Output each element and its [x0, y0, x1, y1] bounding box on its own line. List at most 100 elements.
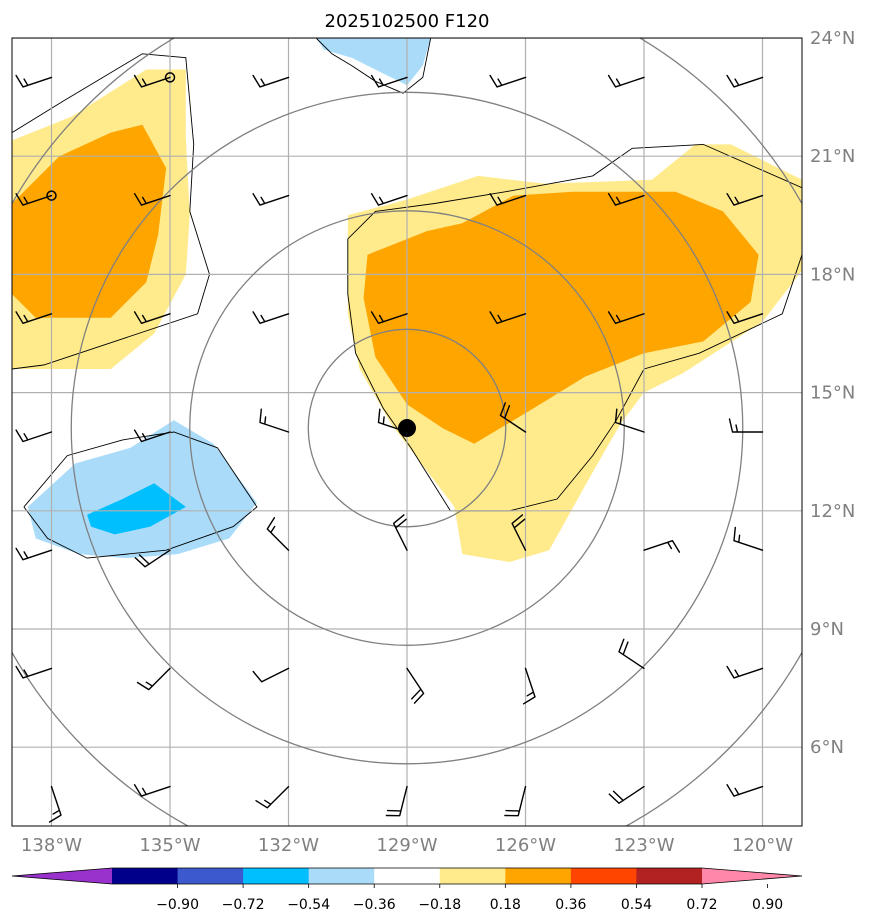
longitude-label: 120°W: [732, 835, 793, 856]
wind-barb: [489, 311, 527, 324]
wind-barb: [618, 638, 645, 670]
wind-barb: [406, 667, 425, 704]
wind-barb: [511, 514, 527, 551]
colorbar-tick-label: 0.90: [752, 897, 783, 913]
wind-barb: [504, 785, 527, 817]
colorbar-segment: [308, 868, 375, 884]
colorbar-tick-label: −0.36: [353, 897, 396, 913]
colorbar: −0.90 −0.72 −0.54 −0.36 −0.18 0.18 0.36 0.54 0.7…: [11, 867, 803, 913]
colorbar-tick-label: 0.54: [621, 897, 652, 913]
wind-barb: [252, 193, 290, 206]
wind-barb: [133, 193, 171, 206]
wind-barb: [726, 193, 764, 206]
range-ring: [70, 91, 744, 765]
wind-barb: [255, 785, 290, 809]
contour-line: [23, 431, 258, 559]
wind-barb: [15, 311, 53, 324]
wind-barb: [522, 667, 536, 705]
wind-barb: [614, 408, 645, 433]
wind-barb: [489, 193, 527, 206]
colorbar-tick-label: −0.72: [222, 897, 265, 913]
longitude-label: 132°W: [258, 835, 319, 856]
wind-barb: [259, 408, 290, 433]
field-east-positive-inner: [363, 191, 759, 444]
latitude-label: 15°N: [810, 383, 855, 404]
colorbar-segment: [505, 868, 572, 884]
colorbar-segment: [177, 868, 244, 884]
wind-barb: [370, 311, 408, 324]
colorbar-extend-high: [702, 868, 802, 884]
anomaly-fill-layer: [12, 38, 802, 562]
wind-barb: [370, 193, 408, 206]
wind-barb: [728, 418, 764, 433]
wind-barb: [370, 74, 408, 88]
wind-barb: [133, 429, 171, 443]
small-circle-marker: [46, 190, 57, 201]
latitude-label: 24°N: [810, 28, 855, 49]
wind-barb: [607, 311, 645, 324]
longitude-label: 138°W: [21, 835, 82, 856]
colorbar-segment: [636, 868, 703, 884]
wind-barb: [15, 429, 53, 443]
wind-barb: [489, 74, 527, 88]
wind-barb: [134, 549, 171, 568]
colorbar-segment: [112, 868, 179, 884]
wind-barb: [607, 74, 645, 88]
map-title: 2025102500 F120: [325, 11, 490, 32]
colorbar-tick-label: −0.54: [287, 897, 330, 913]
small-circle-marker: [164, 72, 176, 83]
markers: [46, 72, 416, 438]
colorbar-segment: [374, 868, 441, 884]
wind-barb: [15, 547, 53, 561]
wind-barb: [726, 311, 764, 324]
wind-barb: [726, 74, 764, 88]
wind-barb: [252, 74, 290, 88]
wind-barb: [643, 540, 681, 553]
wind-barb: [15, 74, 53, 88]
wind-barb: [726, 784, 764, 797]
field-west-negative-inner: [87, 483, 186, 535]
colorbar-tick-label: −0.90: [156, 897, 199, 913]
latitude-label: 18°N: [810, 264, 855, 285]
range-ring: [189, 210, 625, 646]
wind-barb: [733, 526, 764, 551]
longitude-label: 126°W: [495, 835, 556, 856]
wind-barb: [133, 784, 171, 797]
wind-barb: [608, 785, 645, 804]
colorbar-tick-label: 0.18: [490, 897, 521, 913]
wind-barb: [499, 402, 527, 433]
latitude-label: 6°N: [810, 737, 844, 758]
colorbar-segment: [243, 868, 310, 884]
field-west-positive-inner: [12, 124, 167, 318]
wind-barb: [252, 667, 290, 683]
latitude-label: 12°N: [810, 501, 855, 522]
colorbar-extend-low: [12, 868, 112, 884]
wind-barb: [726, 665, 764, 679]
wind-barb: [48, 785, 62, 823]
wind-barb: [392, 514, 408, 551]
range-ring: [307, 328, 507, 528]
wind-barb: [266, 517, 290, 551]
colorbar-outline: [11, 867, 803, 885]
wind-barb: [133, 311, 171, 324]
wind-barb: [607, 193, 645, 206]
wind-barb: [252, 311, 290, 324]
field-north-negative: [316, 38, 431, 86]
longitude-labels: 138°W 135°W 132°W 129°W 126°W 123°W 120°W: [21, 835, 793, 856]
map-frame: [11, 37, 803, 827]
wind-barb: [385, 785, 408, 817]
colorbar-segment: [570, 868, 637, 884]
colorbar-tick-label: −0.18: [418, 897, 461, 913]
latitude-label: 21°N: [810, 146, 855, 167]
latitude-labels: 24°N 21°N 18°N 15°N 12°N 9°N 6°N: [810, 28, 855, 758]
range-rings: [12, 38, 802, 826]
latitude-label: 9°N: [810, 619, 844, 640]
colorbar-tick-label: 0.36: [555, 897, 586, 913]
storm-center-marker: [398, 419, 416, 438]
colorbar-segment: [439, 868, 506, 884]
longitude-label: 129°W: [376, 835, 437, 856]
colorbar-tick-label: 0.72: [686, 897, 717, 913]
wind-barb: [136, 667, 171, 691]
longitude-label: 123°W: [613, 835, 674, 856]
